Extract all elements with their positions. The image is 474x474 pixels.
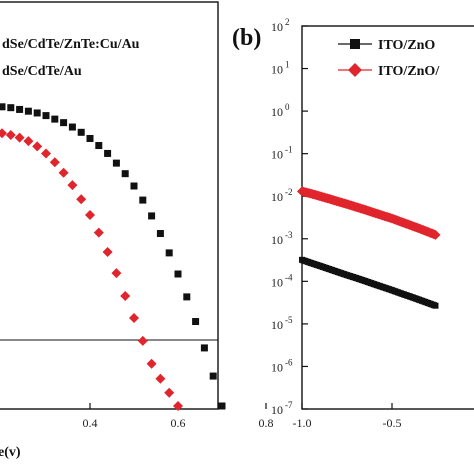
panel-a-series-0-point bbox=[218, 402, 226, 410]
panel-a-series-1-point bbox=[129, 313, 139, 323]
panel-b-y-tick-label: 10 bbox=[271, 275, 283, 289]
panel-a-series-1-point bbox=[14, 132, 25, 143]
panel-a-series-0-point bbox=[130, 182, 138, 190]
panel-a-series-1-point bbox=[120, 291, 131, 301]
panel-b-y-tick-label: 10 bbox=[271, 190, 283, 204]
panel-a-series-0-point bbox=[16, 105, 24, 113]
panel-a-series-0-point bbox=[209, 372, 217, 380]
panel-a-x-tick-label: 0.6 bbox=[171, 416, 186, 430]
legend-entry-b-1: ITO/ZnO/ bbox=[378, 64, 440, 79]
panel-a-series-1-point bbox=[5, 129, 16, 140]
panel-a-series-0-point bbox=[77, 128, 85, 136]
panel-b-y-tick-label: 10 bbox=[271, 63, 283, 77]
panel-a-series-0-point bbox=[200, 344, 208, 352]
panel-a-series-0-point bbox=[139, 196, 147, 204]
legend-entry-a-0: dSe/CdTe/ZnTe:Cu/Au bbox=[2, 37, 140, 52]
panel-a-series-1-point bbox=[0, 128, 7, 139]
legend-marker-b-1 bbox=[348, 63, 362, 77]
panel-a-series-1-point bbox=[137, 335, 148, 346]
panel-a-series-0-point bbox=[192, 318, 200, 326]
panel-a-series bbox=[0, 103, 226, 411]
panel-a-legend: dSe/CdTe/ZnTe:Cu/Au dSe/CdTe/Au bbox=[2, 37, 140, 79]
panel-b-series bbox=[297, 186, 441, 309]
panel-b-label: (b) bbox=[232, 25, 261, 51]
panel-a-series-1-point bbox=[32, 141, 43, 152]
panel-b-y-tick-label: 10 bbox=[271, 403, 283, 417]
panel-a-series-0-point bbox=[33, 109, 41, 117]
panel-a-series-1-point bbox=[49, 157, 60, 168]
panel-a-series-0-point bbox=[121, 170, 129, 178]
panel-a-series-1-point bbox=[164, 387, 175, 398]
panel-a-series-1-point bbox=[85, 210, 95, 221]
panel-a-series-0-point bbox=[0, 103, 6, 111]
panel-a-series-1-point bbox=[41, 148, 51, 159]
panel-a-series-0-point bbox=[60, 119, 68, 127]
panel-a-series-0-point bbox=[68, 123, 76, 131]
panel-a-series-0-point bbox=[112, 159, 120, 167]
panel-a-series-1-point bbox=[102, 247, 113, 257]
panel-a-series-0-point bbox=[174, 270, 182, 278]
panel-a-series-0-point bbox=[148, 212, 156, 220]
panel-a-frame bbox=[0, 1, 219, 410]
panel-a-x-tick-label: 0.8 bbox=[259, 416, 274, 430]
panel-b-y-tick-exponent: -4 bbox=[285, 272, 293, 282]
panel-b-y-tick-label: 10 bbox=[271, 105, 283, 119]
panel-b-series-0-point bbox=[432, 302, 439, 309]
panel-a-series-1-point bbox=[58, 167, 69, 178]
panel-a-series-1-point bbox=[146, 358, 157, 369]
panel-a-series-1-point bbox=[93, 227, 104, 238]
panel-a-series-1-point bbox=[76, 194, 87, 205]
panel-b-y-tick-label: 10 bbox=[271, 148, 283, 162]
panel-a-series-1-point bbox=[23, 136, 34, 147]
panel-b-y-tick-exponent: 0 bbox=[285, 102, 290, 112]
panel-a-series-0-point bbox=[86, 134, 94, 142]
legend-marker-b-0 bbox=[350, 39, 360, 49]
panel-b-y-tick-exponent: -6 bbox=[285, 357, 293, 367]
legend-entry-b-0: ITO/ZnO bbox=[378, 38, 435, 53]
panel-a-series-0-point bbox=[42, 112, 50, 120]
panel-a-series-0-point bbox=[156, 230, 164, 238]
panel-b-x-tick-label: -1.0 bbox=[293, 416, 312, 430]
panel-b-y-tick-exponent: 1 bbox=[285, 60, 290, 70]
panel-b-y-tick-exponent: -7 bbox=[285, 400, 293, 410]
panel-b-x-ticks: -1.0 -0.5 bbox=[293, 403, 402, 430]
panel-a-series-0-point bbox=[24, 107, 32, 115]
panel-a-series-1-point bbox=[173, 401, 183, 411]
panel-b-series-1-point bbox=[430, 229, 441, 240]
panel-a-x-tick-label: 0.4 bbox=[83, 416, 98, 430]
panel-a-series-0-point bbox=[183, 293, 191, 301]
panel-b-y-tick-exponent: -1 bbox=[285, 145, 293, 155]
panel-a-series-0-point bbox=[104, 149, 112, 157]
panel-b-y-tick-exponent: 2 bbox=[285, 17, 290, 27]
panel-a-series-0-point bbox=[7, 104, 15, 112]
legend-entry-a-1: dSe/CdTe/Au bbox=[2, 64, 82, 79]
panel-b-x-tick-label: -0.5 bbox=[383, 416, 402, 430]
panel-a-series-1-point bbox=[111, 268, 122, 279]
panel-b-y-tick-exponent: -3 bbox=[285, 230, 293, 240]
panel-a: 0.4 0.6 0.8 dSe/CdTe/ZnTe:Cu/Au dSe/CdTe/A… bbox=[0, 1, 274, 460]
panel-b-y-tick-label: 10 bbox=[271, 20, 283, 34]
panel-a-series-0-point bbox=[165, 249, 173, 257]
panel-a-x-axis-label: e(v) bbox=[0, 445, 21, 460]
panel-a-series-0-point bbox=[51, 115, 59, 123]
panel-a-series-0-point bbox=[95, 142, 103, 150]
panel-b-y-tick-exponent: -5 bbox=[285, 315, 293, 325]
panel-b-y-tick-label: 10 bbox=[271, 360, 283, 374]
panel-b-y-tick-label: 10 bbox=[271, 318, 283, 332]
panel-b-legend: ITO/ZnO ITO/ZnO/ bbox=[338, 38, 440, 79]
panel-b-y-tick-label: 10 bbox=[271, 233, 283, 247]
panel-a-series-1-point bbox=[67, 180, 78, 191]
panel-b-y-tick-exponent: -2 bbox=[285, 187, 293, 197]
panel-a-series-1-point bbox=[155, 373, 166, 384]
